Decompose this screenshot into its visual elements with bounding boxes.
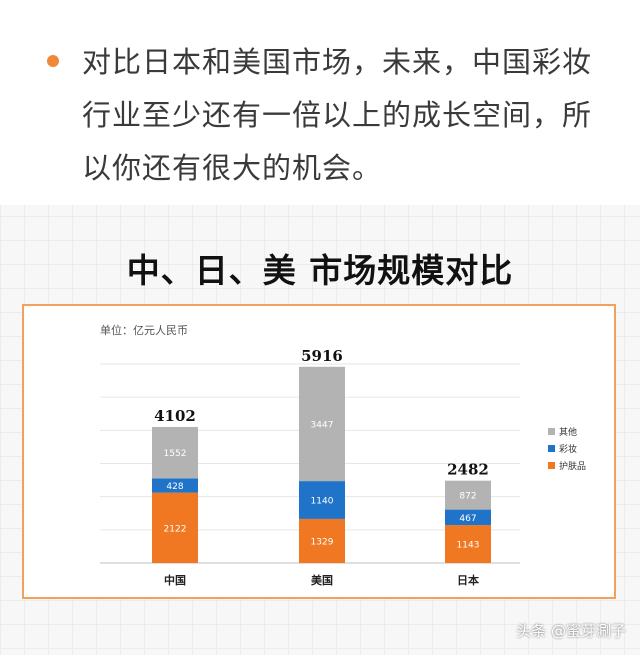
bar-segment (152, 478, 198, 493)
bar-segment (152, 426, 198, 479)
legend-swatch (548, 462, 555, 469)
stacked-bar-chart: 单位：亿元人民币 2122 428 1552 4102 中国 1329 1140 3447 59… (100, 323, 586, 587)
bar-segment (299, 518, 345, 563)
bar-value-label: 1143 (457, 541, 480, 551)
category-tick-label: 中国 (164, 573, 186, 587)
bar-value-label: 1329 (311, 537, 334, 547)
bar-segment (299, 366, 345, 482)
bar-segment (299, 481, 345, 519)
bullet-section: 对比日本和美国市场，未来，中国彩妆行业至少还有一倍以上的成长空间，所以你还有很大… (0, 0, 640, 205)
legend-entry: 其他 (559, 426, 577, 438)
legend-entry: 彩妆 (559, 443, 577, 455)
bar-segment (445, 480, 491, 510)
bar-value-label: 428 (166, 482, 183, 492)
bar-total-label: 5916 (301, 347, 343, 365)
legend-swatch (548, 445, 555, 452)
bullet-dot-icon (47, 55, 59, 67)
chart-title: 中、日、美 市场规模对比 (126, 251, 514, 290)
unit-label: 单位：亿元人民币 (100, 323, 188, 337)
bar-total-label: 2482 (447, 461, 489, 479)
bar-value-label: 3447 (311, 420, 334, 430)
category-tick-label: 日本 (457, 573, 479, 587)
watermark: 头条 @蜜芽涮子 (516, 622, 626, 640)
bar-value-label: 872 (459, 492, 476, 502)
bar-segment (445, 525, 491, 563)
bar-value-label: 1552 (164, 449, 187, 459)
chart-frame: 单位：亿元人民币 2122 428 1552 4102 中国 1329 1140 3447 59… (22, 304, 616, 599)
bar-segment (445, 509, 491, 526)
bar-value-label: 2122 (164, 524, 187, 534)
category-tick-label: 美国 (311, 573, 333, 587)
bar-value-label: 1140 (311, 497, 334, 507)
bar-segment (152, 492, 198, 563)
legend-swatch (548, 428, 555, 435)
bar-total-label: 4102 (154, 407, 196, 425)
bullet-text: 对比日本和美国市场，未来，中国彩妆行业至少还有一倍以上的成长空间，所以你还有很大… (82, 45, 593, 185)
bar-value-label: 467 (459, 514, 476, 524)
legend-entry: 护肤品 (559, 460, 586, 472)
